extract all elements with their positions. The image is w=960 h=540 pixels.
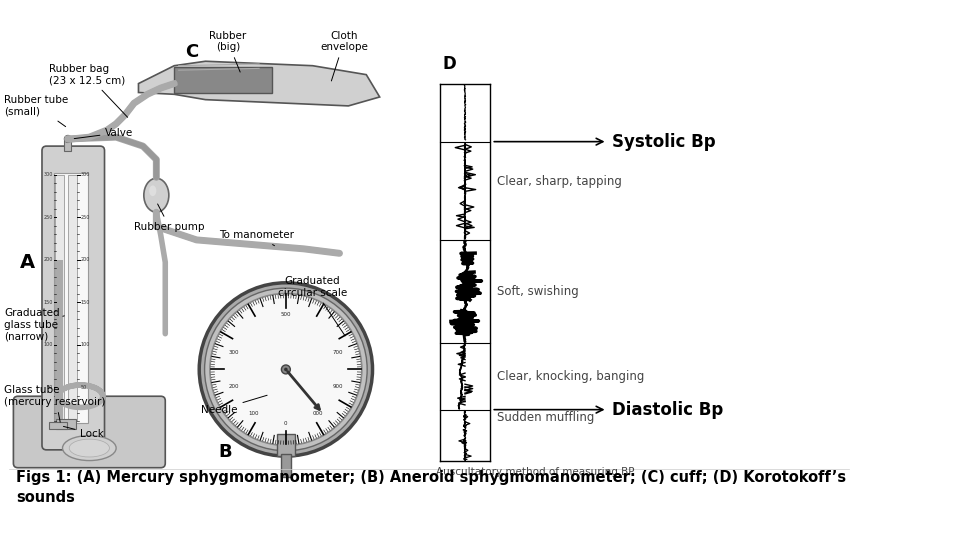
- FancyBboxPatch shape: [42, 146, 105, 450]
- Text: 700: 700: [332, 350, 343, 355]
- Bar: [280, 454, 291, 477]
- Text: 100: 100: [81, 342, 90, 347]
- Bar: [49, 422, 67, 429]
- Text: Systolic Bp: Systolic Bp: [612, 133, 715, 151]
- Circle shape: [64, 136, 71, 143]
- Text: A: A: [19, 253, 35, 272]
- Text: Rubber tube
(small): Rubber tube (small): [5, 95, 69, 126]
- Text: 300: 300: [43, 172, 53, 177]
- Polygon shape: [138, 61, 379, 106]
- Text: Rubber bag
(23 x 12.5 cm): Rubber bag (23 x 12.5 cm): [49, 64, 128, 117]
- Text: 150: 150: [81, 300, 90, 305]
- Text: B: B: [219, 443, 232, 461]
- Text: Cloth
envelope: Cloth envelope: [320, 31, 368, 81]
- Text: Rubber pump: Rubber pump: [134, 204, 204, 232]
- Ellipse shape: [144, 178, 169, 212]
- Bar: [68, 175, 77, 421]
- Text: 500: 500: [280, 313, 291, 318]
- Circle shape: [281, 365, 290, 374]
- Text: 200: 200: [228, 384, 239, 389]
- Text: Sudden muffling: Sudden muffling: [496, 411, 594, 424]
- Text: Auscultatory method of measuring BP: Auscultatory method of measuring BP: [436, 467, 635, 477]
- Text: C: C: [185, 43, 199, 62]
- Text: 150: 150: [43, 300, 53, 305]
- Text: 300: 300: [81, 172, 90, 177]
- Text: Soft, swishing: Soft, swishing: [496, 285, 579, 298]
- Circle shape: [210, 294, 362, 446]
- Ellipse shape: [149, 185, 156, 196]
- Circle shape: [200, 283, 372, 456]
- Bar: [56, 175, 64, 421]
- Text: 250: 250: [81, 215, 90, 220]
- Text: Diastolic Bp: Diastolic Bp: [612, 401, 723, 418]
- Bar: [276, 434, 295, 456]
- Ellipse shape: [62, 436, 116, 461]
- Text: 50: 50: [81, 384, 86, 390]
- Text: 000: 000: [313, 411, 324, 416]
- Text: 900: 900: [332, 384, 343, 389]
- Text: 300: 300: [228, 350, 239, 355]
- Text: D: D: [443, 55, 456, 73]
- Text: Valve: Valve: [74, 127, 133, 139]
- Text: 200: 200: [81, 257, 90, 262]
- Text: Lock: Lock: [63, 427, 105, 439]
- Circle shape: [284, 368, 288, 371]
- Text: Clear, sharp, tapping: Clear, sharp, tapping: [496, 176, 621, 188]
- Text: Graduated
circular scale: Graduated circular scale: [278, 276, 348, 336]
- Text: To manometer: To manometer: [219, 231, 294, 246]
- Text: Needle: Needle: [201, 395, 267, 415]
- Ellipse shape: [69, 439, 109, 457]
- Text: Clear, knocking, banging: Clear, knocking, banging: [496, 370, 644, 383]
- Bar: [64, 140, 71, 151]
- FancyBboxPatch shape: [13, 396, 165, 468]
- Text: Glass tube
(mercury reservoir): Glass tube (mercury reservoir): [5, 386, 106, 422]
- Text: 0: 0: [284, 421, 288, 427]
- Bar: [57, 418, 76, 429]
- Text: Figs 1: (A) Mercury sphygmomanometer; (B) Aneroid sphygmomanometer; (C) cuff; (D: Figs 1: (A) Mercury sphygmomanometer; (B…: [16, 470, 846, 505]
- Text: 200: 200: [43, 257, 53, 262]
- Bar: [57, 260, 63, 420]
- Bar: [54, 173, 87, 423]
- Circle shape: [204, 288, 367, 451]
- Text: Graduated
glass tube
(narrow): Graduated glass tube (narrow): [5, 308, 64, 341]
- Text: 50: 50: [46, 384, 53, 390]
- Bar: [174, 68, 273, 92]
- Text: 100: 100: [249, 411, 259, 416]
- Text: 100: 100: [43, 342, 53, 347]
- Text: 250: 250: [43, 215, 53, 220]
- Text: Rubber
(big): Rubber (big): [209, 31, 247, 72]
